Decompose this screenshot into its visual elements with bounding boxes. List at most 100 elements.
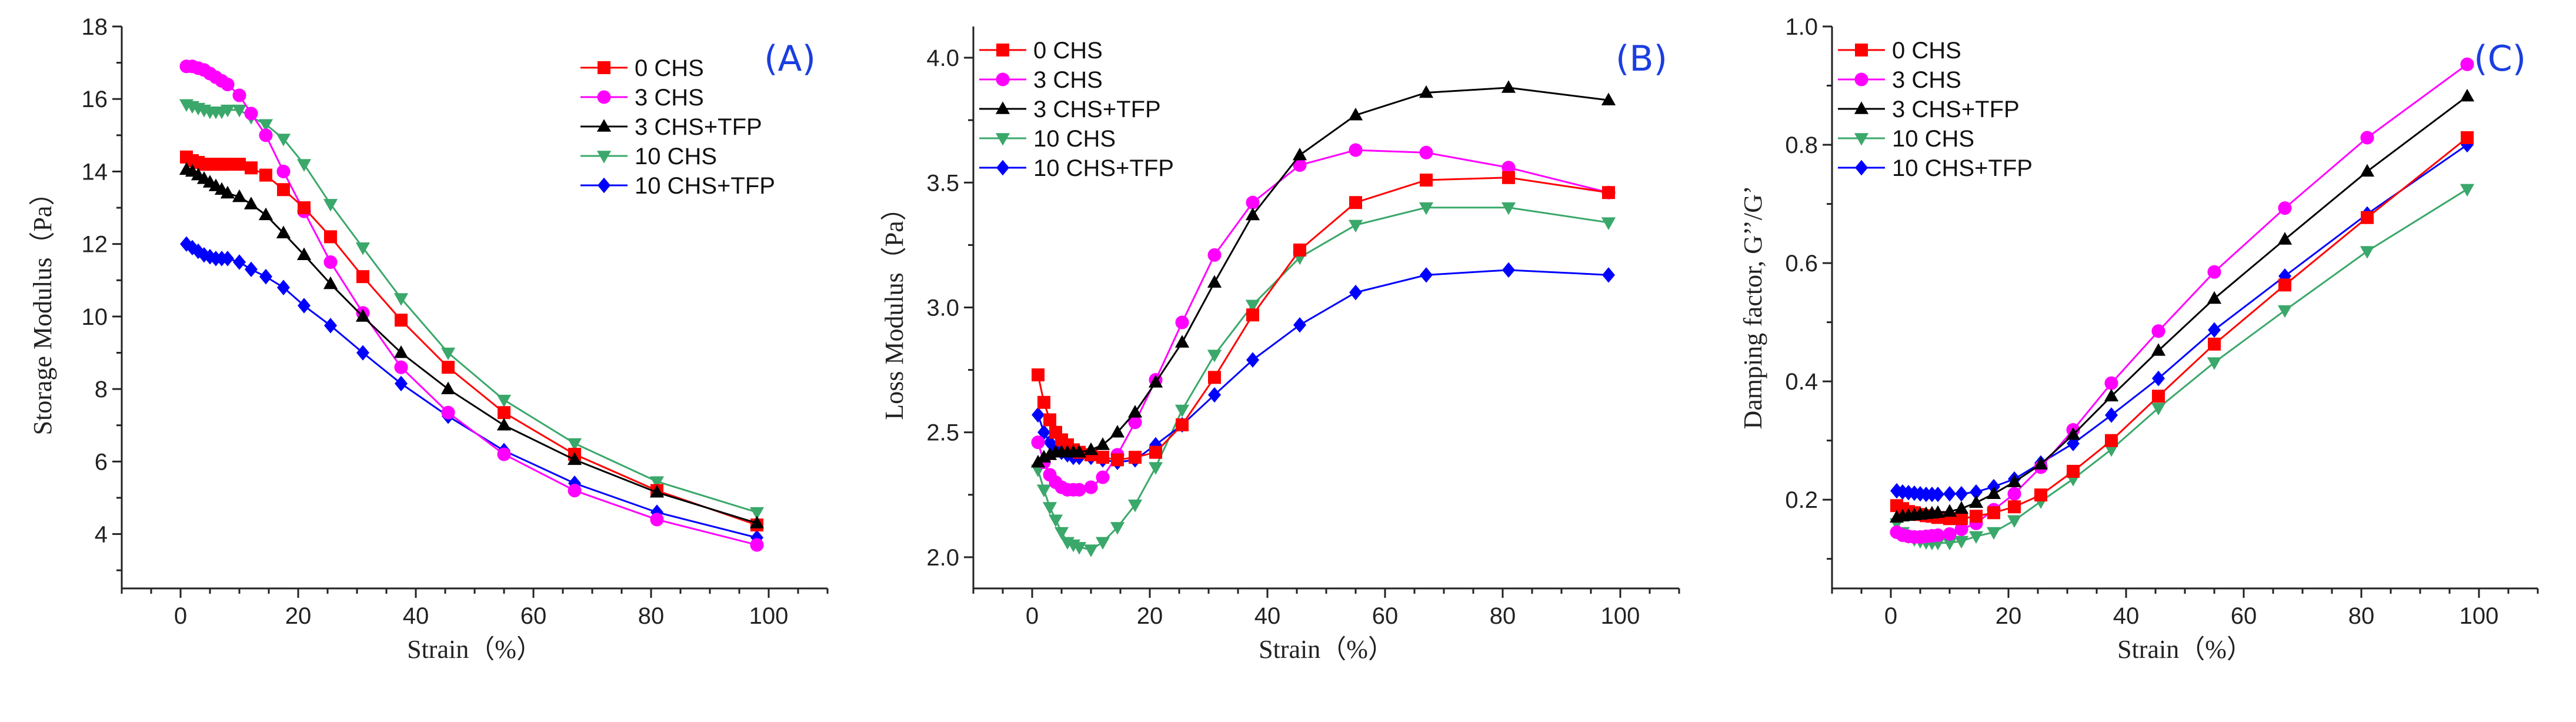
circle-marker [1207, 248, 1222, 262]
triangle-up-marker [2360, 164, 2375, 177]
circle-marker [2278, 201, 2292, 215]
series-3-chs [1031, 143, 1616, 497]
circle-marker [1954, 522, 1968, 537]
triangle-up-marker [1083, 442, 1099, 455]
series-10-chs-tfp [180, 236, 763, 545]
triangle-up-marker [1942, 504, 1957, 517]
diamond-marker [1502, 262, 1515, 278]
square-marker [356, 270, 369, 284]
triangle-down-marker [2207, 357, 2222, 370]
triangle-down-marker [232, 104, 247, 118]
legend: 0 CHS 3 CHS 3 CHS+TFP 10 CHS 10 CHS+TFP [1838, 38, 2033, 181]
triangle-up-marker [995, 101, 1010, 114]
x-tick-label: 100 [749, 603, 789, 629]
square-marker [498, 406, 510, 420]
diamond-marker [996, 159, 1009, 176]
diamond-marker [245, 261, 258, 278]
y-tick-label: 16 [82, 86, 108, 112]
triangle-down-marker [1148, 462, 1163, 475]
circle-marker [1084, 480, 1098, 494]
y-tick-label: 4 [95, 522, 108, 548]
square-marker [245, 161, 258, 175]
legend-item: 3 CHS+TFP [1838, 97, 2020, 122]
triangle-up-marker [496, 418, 512, 431]
legend-label: 3 CHS+TFP [1892, 97, 2020, 122]
x-tick-label: 20 [285, 603, 312, 629]
triangle-down-marker [1601, 217, 1616, 230]
square-marker [1111, 453, 1124, 467]
legend-item: 3 CHS [580, 85, 704, 111]
legend-label: 0 CHS [1033, 38, 1103, 64]
triangle-down-marker [1207, 350, 1222, 362]
triangle-down-marker [220, 104, 235, 118]
y-tick-label: 12 [82, 232, 108, 258]
series-3-chs [179, 59, 764, 552]
triangle-up-marker [1095, 437, 1110, 450]
triangle-up-marker [2207, 291, 2222, 304]
x-tick-label: 60 [520, 603, 547, 629]
series-line [186, 168, 758, 524]
triangle-up-marker [1954, 501, 1969, 514]
circle-marker [1128, 415, 1142, 430]
square-marker [2067, 464, 2080, 478]
legend-item: 0 CHS [1838, 38, 1961, 64]
circle-marker [750, 538, 764, 552]
legend-item: 10 CHS [979, 126, 1116, 152]
x-tick-label: 20 [1137, 603, 1163, 629]
legend-item: 0 CHS [580, 55, 704, 81]
square-marker [1293, 243, 1306, 257]
square-marker [395, 314, 408, 327]
triangle-down-marker [1036, 484, 1052, 497]
triangle-down-marker [393, 293, 409, 306]
square-marker [1096, 451, 1109, 464]
square-marker [1129, 451, 1142, 464]
square-marker [2361, 211, 2374, 224]
square-marker [2461, 131, 2474, 144]
square-marker [1955, 512, 1968, 525]
legend-item: 10 CHS+TFP [1838, 155, 2033, 181]
triangle-down-marker [1942, 537, 1957, 551]
series-line [186, 243, 758, 539]
circle-marker [497, 447, 511, 461]
triangle-down-marker [1174, 404, 1190, 418]
legend-label: 10 CHS [1892, 126, 1974, 152]
circle-marker [1419, 145, 1433, 159]
triangle-up-marker [2066, 427, 2081, 440]
circle-marker [2104, 376, 2118, 390]
square-marker [2105, 434, 2118, 447]
diamond-marker [356, 345, 369, 361]
circle-marker [1072, 483, 1086, 497]
legend-label: 10 CHS+TFP [1892, 155, 2033, 181]
triangle-up-marker [323, 276, 338, 290]
legend-label: 3 CHS+TFP [635, 114, 762, 140]
diamond-marker [598, 177, 610, 194]
series-3-chs-tfp [1889, 88, 2475, 523]
triangle-up-marker [2277, 232, 2293, 245]
square-marker [1043, 413, 1056, 427]
triangle-up-marker [1986, 486, 2001, 499]
circle-marker [232, 88, 246, 102]
triangle-down-marker [258, 119, 273, 132]
triangle-down-marker [1501, 202, 1516, 215]
circle-marker [1031, 435, 1045, 450]
series-line [1896, 64, 2468, 538]
triangle-up-marker [596, 119, 612, 132]
circle-marker [1246, 195, 1260, 209]
square-marker [2008, 500, 2021, 514]
y-tick-label: 10 [82, 304, 108, 330]
triangle-up-marker [441, 381, 456, 394]
triangle-up-marker [1245, 207, 1260, 221]
legend-label: 0 CHS [1892, 38, 1961, 64]
circle-marker [1501, 161, 1516, 175]
triangle-down-marker [1968, 531, 1984, 544]
triangle-down-marker [323, 199, 338, 212]
y-tick-label: 4.0 [926, 45, 959, 71]
triangle-down-marker [1072, 542, 1087, 555]
y-tick-label: 2.5 [926, 420, 959, 446]
series-line [1037, 149, 1609, 491]
legend-item: 3 CHS [1838, 67, 1961, 93]
series-line [1037, 207, 1609, 551]
circle-marker [2007, 487, 2021, 501]
triangle-up-marker [258, 207, 273, 221]
triangle-up-marker [1148, 375, 1163, 388]
